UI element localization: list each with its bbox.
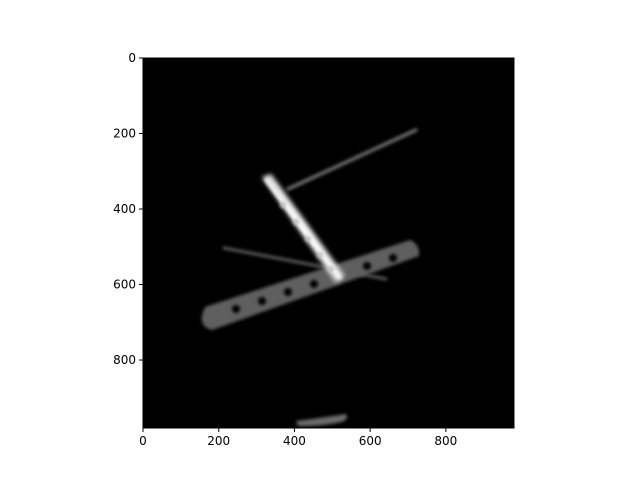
x-axis: 0 200 400 600 800: [139, 428, 457, 448]
screw-threads: [280, 202, 334, 272]
y-axis: 0 200 400 600 800: [113, 51, 143, 367]
x-tick-label: 200: [207, 434, 230, 448]
bright-screw: [262, 174, 345, 283]
y-tick-label: 600: [113, 278, 136, 292]
y-tick-label: 400: [113, 202, 136, 216]
xray-objects: [201, 128, 420, 427]
image-area: [142, 57, 515, 429]
plate-hole: [258, 297, 266, 305]
y-tick-label: 800: [113, 353, 136, 367]
plate-holes: [232, 254, 397, 313]
y-tick-label: 200: [113, 127, 136, 141]
plate-hole: [232, 305, 240, 313]
screw-thread: [305, 236, 311, 242]
plate-hole: [389, 254, 397, 262]
plate-hole: [284, 288, 292, 296]
screw-thread: [328, 266, 334, 272]
x-tick-label: 800: [434, 434, 457, 448]
bottom-fragment: [296, 414, 347, 427]
x-tick-label: 400: [283, 434, 306, 448]
upper-wire: [286, 128, 418, 191]
screw-thread: [317, 252, 323, 258]
plate-hole: [310, 280, 318, 288]
image-border: [142, 57, 515, 429]
screw-thread: [293, 219, 299, 225]
x-tick-label: 0: [139, 434, 147, 448]
y-tick-label: 0: [128, 51, 136, 65]
plate-hole: [363, 262, 371, 270]
x-tick-label: 600: [359, 434, 382, 448]
screw-thread: [280, 202, 286, 208]
image-background: [143, 58, 514, 428]
